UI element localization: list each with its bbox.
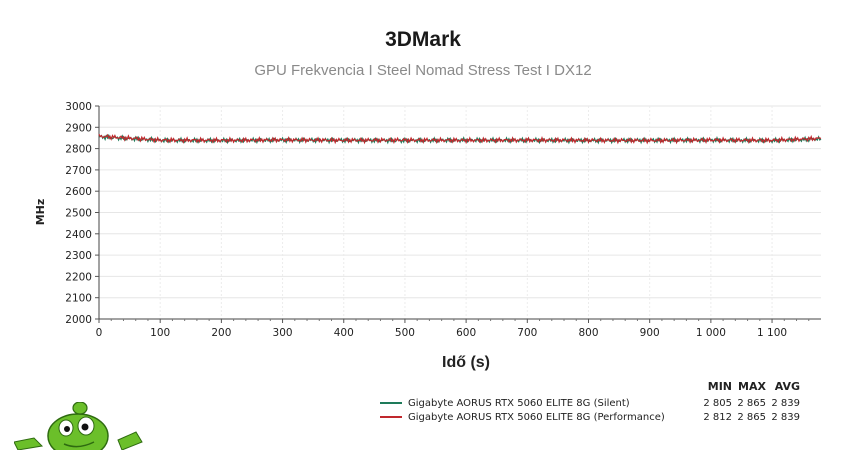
x-tick-label: 300: [273, 327, 293, 339]
y-axis-label: MHz: [34, 199, 47, 226]
x-tick-label: 400: [334, 327, 354, 339]
chart-title: 3DMark: [385, 28, 461, 51]
stat-avg: 2 839: [771, 411, 800, 423]
x-tick-label: 800: [578, 327, 598, 339]
x-axis-label: Idő (s): [442, 354, 490, 371]
legend-header: MIN MAX AVG: [380, 380, 800, 396]
mascot-logo: [14, 402, 143, 450]
y-axis-ticks: 2000 2100 2200 2300 2400 2500 2600 2700 2800 2900…: [65, 101, 99, 326]
legend: MIN MAX AVG Gigabyte AORUS RTX 5060 ELIT…: [380, 380, 800, 424]
grid: [98, 105, 821, 320]
x-tick-label: 0: [96, 327, 103, 339]
y-tick-label: 2300: [65, 250, 92, 262]
legend-item: Gigabyte AORUS RTX 5060 ELITE 8G (Silent…: [380, 396, 800, 410]
y-tick-label: 2500: [65, 208, 92, 220]
legend-label: Gigabyte AORUS RTX 5060 ELITE 8G (Perfor…: [408, 411, 665, 423]
y-tick-label: 2900: [65, 122, 92, 134]
y-tick-label: 2000: [65, 314, 92, 326]
y-tick-label: 3000: [65, 101, 92, 113]
x-tick-label: 500: [395, 327, 415, 339]
legend-label: Gigabyte AORUS RTX 5060 ELITE 8G (Silent…: [408, 397, 630, 409]
stat-header-max: MAX: [738, 380, 766, 393]
y-tick-label: 2400: [65, 229, 92, 241]
y-tick-label: 2100: [65, 293, 92, 305]
y-tick-label: 2700: [65, 165, 92, 177]
stat-max: 2 865: [737, 411, 766, 423]
x-tick-label: 100: [150, 327, 170, 339]
x-tick-label: 700: [517, 327, 537, 339]
stat-max: 2 865: [737, 397, 766, 409]
stat-header-avg: AVG: [774, 380, 800, 393]
line-chart: 2000210022002300240025002600270028002900…: [34, 101, 822, 371]
x-axis-ticks: 0 100 200 300 400 500 600 700 800 900 1 000 1 100: [96, 319, 810, 339]
legend-swatch-silent: [380, 402, 402, 404]
x-tick-label: 1 000: [696, 327, 726, 339]
chart-subtitle: GPU Frekvencia I Steel Nomad Stress Test…: [254, 62, 592, 79]
x-tick-label: 1 100: [757, 327, 787, 339]
stat-min: 2 805: [703, 397, 732, 409]
y-tick-label: 2800: [65, 144, 92, 156]
stat-min: 2 812: [703, 411, 732, 423]
stat-avg: 2 839: [771, 397, 800, 409]
y-tick-label: 2200: [65, 271, 92, 283]
x-tick-label: 900: [640, 327, 660, 339]
series-lines: [98, 133, 822, 145]
series-line-performance: [98, 133, 822, 145]
x-tick-label: 600: [456, 327, 476, 339]
x-tick-label: 200: [211, 327, 231, 339]
stat-header-min: MIN: [707, 380, 732, 393]
y-tick-label: 2600: [65, 186, 92, 198]
legend-item: Gigabyte AORUS RTX 5060 ELITE 8G (Perfor…: [380, 410, 800, 424]
legend-swatch-performance: [380, 416, 402, 418]
